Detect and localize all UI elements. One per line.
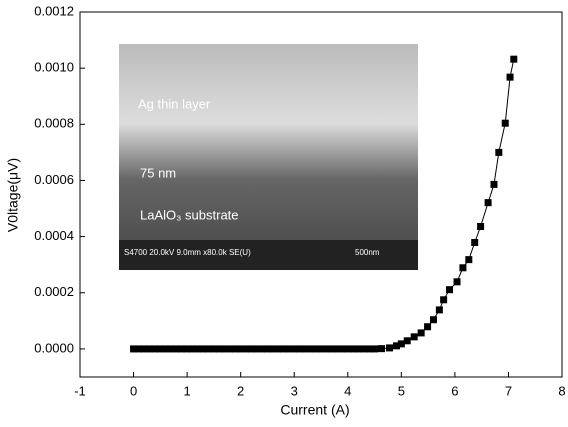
y-tick-label: 0.0006 [34,172,74,187]
marker [501,119,509,127]
x-tick-label: 0 [130,383,137,398]
annotation: Ag thin layer [138,96,211,111]
marker [495,148,503,156]
y-tick-label: 0.0010 [34,60,74,75]
marker [156,345,164,353]
marker [167,345,175,353]
marker [162,345,170,353]
y-tick-label: 0.0002 [34,284,74,299]
marker [371,345,379,353]
marker [471,239,479,247]
x-axis-label: Current (A) [280,402,349,418]
marker [477,223,485,231]
annotation: 500nm [355,248,380,257]
marker [354,345,362,353]
marker [263,345,271,353]
marker [285,345,293,353]
marker [328,345,336,353]
sem-footer [119,240,418,270]
marker [269,345,277,353]
y-tick-label: 0.0008 [34,116,74,131]
marker [301,345,309,353]
marker [453,278,461,286]
marker [130,345,138,353]
x-tick-label: 6 [451,383,458,398]
marker [274,345,282,353]
x-tick-label: 1 [183,383,190,398]
y-tick-label: 0.0012 [34,3,74,18]
marker [484,199,492,207]
marker [338,345,346,353]
marker [417,329,425,337]
marker [296,345,304,353]
marker [221,345,229,353]
marker [151,345,159,353]
marker [253,345,261,353]
x-tick-label: -1 [74,383,86,398]
marker [226,345,234,353]
marker [215,345,223,353]
marker [242,345,250,353]
marker [424,323,432,331]
marker [205,345,213,353]
marker [410,333,418,341]
x-tick-label: 3 [291,383,298,398]
marker [146,345,154,353]
annotation: 75 nm [140,165,176,180]
marker [440,296,448,304]
annotation: S4700 20.0kV 9.0mm x80.0k SE(U) [124,248,251,257]
marker [188,345,196,353]
sem-inset: Ag thin layer 75 nm LaAlO₃ substrate S47… [119,44,418,270]
marker [344,345,352,353]
marker [183,345,191,353]
marker [459,264,467,272]
marker [322,345,330,353]
marker [306,345,314,353]
marker [312,345,320,353]
annotation: LaAlO₃ substrate [140,207,239,222]
marker [465,256,473,264]
marker [490,180,498,188]
marker [446,286,454,294]
marker [210,345,218,353]
marker [258,345,266,353]
marker [135,345,143,353]
marker [247,345,255,353]
x-tick-label: 7 [505,383,512,398]
y-axis-label: V0ltage(μV) [5,158,21,232]
marker [178,345,186,353]
y-tick-label: 0.0000 [34,340,74,355]
marker [435,306,443,314]
marker [231,345,239,353]
x-tick-label: 5 [398,383,405,398]
marker [280,345,288,353]
marker [506,73,514,81]
marker [290,345,298,353]
marker [429,316,437,324]
x-tick-label: 4 [344,383,351,398]
marker [397,340,405,348]
marker [378,345,386,353]
y-tick-label: 0.0004 [34,228,74,243]
marker [194,345,202,353]
marker [237,345,245,353]
marker [393,342,401,350]
plot-frame [79,11,563,378]
x-tick-label: 2 [237,383,244,398]
marker [365,345,373,353]
marker [172,345,180,353]
marker [349,345,357,353]
marker [140,345,148,353]
marker [386,344,394,352]
x-tick-label: 8 [558,383,565,398]
sem-image [119,44,418,270]
marker [403,337,411,345]
marker [199,345,207,353]
marker [333,345,341,353]
marker [360,345,368,353]
marker [510,55,518,63]
marker [317,345,325,353]
